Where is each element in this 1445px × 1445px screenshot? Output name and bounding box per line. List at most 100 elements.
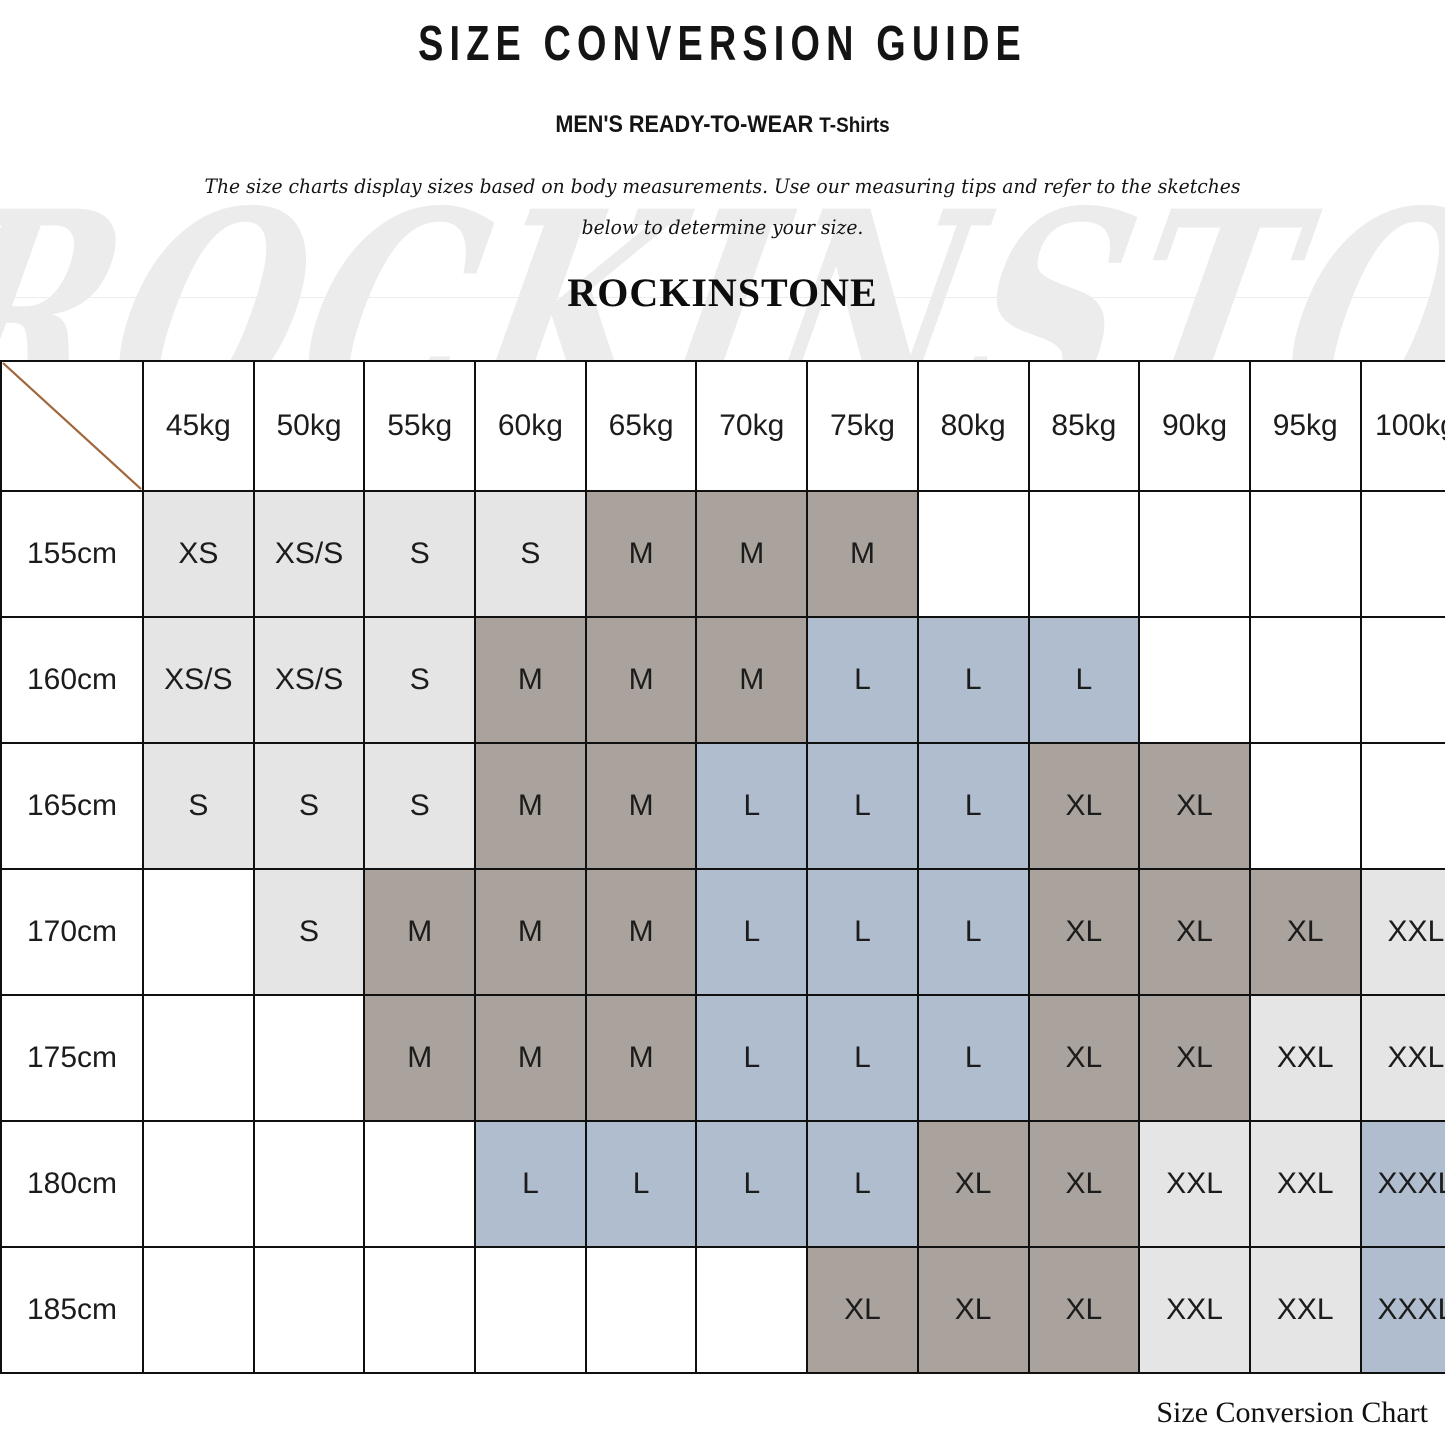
column-header-weight: 65kg [584,360,698,492]
size-cell: L [916,994,1030,1122]
size-cell: M [363,868,477,996]
size-cell: XS [142,490,255,618]
size-cell: M [474,994,587,1122]
size-cell: M [584,490,698,618]
size-cell: XXXL [1359,1246,1445,1374]
size-cell: XL [1027,1246,1141,1374]
table-row: 185cmXLXLXLXXLXXLXXXL [0,1246,1445,1374]
table-row: 180cmLLLLXLXLXXLXXLXXXL [0,1120,1445,1248]
size-cell: XXL [1248,1246,1362,1374]
column-header-weight: 90kg [1138,360,1251,492]
subtitle: MEN'S READY-TO-WEAR T-Shirts [72,63,1373,139]
size-cell: L [806,616,919,744]
table-row: 170cm S M M M L L L XL XL XL XXL [0,868,1445,996]
description-line-1: The size charts display sizes based on b… [204,175,1241,198]
size-cell: XL [1248,868,1362,996]
size-cell-empty [363,1120,477,1248]
size-cell: M [806,490,919,618]
size-cell: S [142,742,255,870]
size-cell: M [474,868,587,996]
diagonal-divider-icon [2,362,142,490]
corner-cell-diagonal [0,360,144,492]
size-cell: XS/S [142,616,255,744]
size-cell: XXL [1248,994,1362,1122]
size-cell-empty [142,1120,255,1248]
size-cell: L [806,742,919,870]
size-cell: XL [1138,742,1251,870]
size-cell-empty [252,994,366,1122]
column-header-weight: 80kg [916,360,1030,492]
size-cell: XL [916,1120,1030,1248]
table-row: 155cm XS XS/S S S M M M [0,490,1445,618]
size-cell-empty [695,1246,809,1374]
size-cell: M [584,742,698,870]
size-cell-empty [363,1246,477,1374]
row-header-height: 180cm [0,1120,144,1248]
size-cell-empty [584,1246,698,1374]
size-cell-empty [1248,616,1362,744]
size-cell: L [695,742,809,870]
size-cell-empty [1248,742,1362,870]
size-cell: S [252,742,366,870]
size-cell: M [584,616,698,744]
watermark-rule [0,297,1445,298]
size-cell: L [916,868,1030,996]
size-cell: L [916,616,1030,744]
subtitle-category: MEN'S READY-TO-WEAR [555,111,820,138]
subtitle-garment: T-Shirts [819,114,890,137]
size-cell: M [363,994,477,1122]
size-cell: XL [1138,868,1251,996]
table-row: 175cm M M M L L L XL XL XXL XXL [0,994,1445,1122]
size-cell: L [806,1120,919,1248]
brand-name: ROCKINSTONE [567,269,878,315]
size-cell: S [363,490,477,618]
size-cell: L [806,994,919,1122]
row-header-height: 165cm [0,742,144,870]
size-cell-empty [142,1246,255,1374]
row-header-height: 185cm [0,1246,144,1374]
column-header-weight: 85kg [1027,360,1141,492]
size-cell: L [474,1120,587,1248]
table-header: 45kg 50kg 55kg 60kg 65kg 70kg 75kg 80kg 85kg 90kg… [0,360,1445,492]
column-header-weight: 100kg [1359,360,1445,492]
row-header-height: 170cm [0,868,144,996]
size-cell: XL [916,1246,1030,1374]
size-cell: XL [806,1246,919,1374]
size-cell: M [474,742,587,870]
size-cell: L [1027,616,1141,744]
table-row: 160cm XS/S XS/S S M M M L L L [0,616,1445,744]
size-cell-empty [916,490,1030,618]
row-header-height: 160cm [0,616,144,744]
column-header-weight: 60kg [474,360,587,492]
size-cell: M [584,994,698,1122]
description-line-2: below to determine your size. [581,215,864,239]
size-cell: S [474,490,587,618]
size-cell: XL [1027,1120,1141,1248]
table-body: 155cm XS XS/S S S M M M 160cm XS/S XS/S S M M M L L L 165c… [0,490,1445,1374]
size-cell: S [363,616,477,744]
size-conversion-table: 45kg 50kg 55kg 60kg 65kg 70kg 75kg 80kg 85kg 90kg… [0,360,1445,1374]
size-cell-empty [252,1246,366,1374]
size-cell: M [584,868,698,996]
column-header-weight: 55kg [363,360,477,492]
size-cell-empty [1138,490,1251,618]
size-cell: XS/S [252,490,366,618]
size-cell: S [252,868,366,996]
size-cell: XL [1027,994,1141,1122]
size-cell: L [695,1120,809,1248]
size-cell: XXL [1359,868,1445,996]
size-cell: M [695,616,809,744]
size-cell-empty [142,868,255,996]
size-cell: XXXL [1359,1120,1445,1248]
size-cell: M [474,616,587,744]
size-cell: XL [1138,994,1251,1122]
size-cell-empty [142,994,255,1122]
size-cell: L [584,1120,698,1248]
size-cell: L [695,868,809,996]
size-cell: XXL [1138,1120,1251,1248]
size-cell-empty [1248,490,1362,618]
footer-caption: Size Conversion Chart [1156,1396,1428,1429]
size-cell-empty [1027,490,1141,618]
page-header: SIZE CONVERSION GUIDE MEN'S READY-TO-WEA… [0,0,1445,316]
size-cell: XL [1027,868,1141,996]
